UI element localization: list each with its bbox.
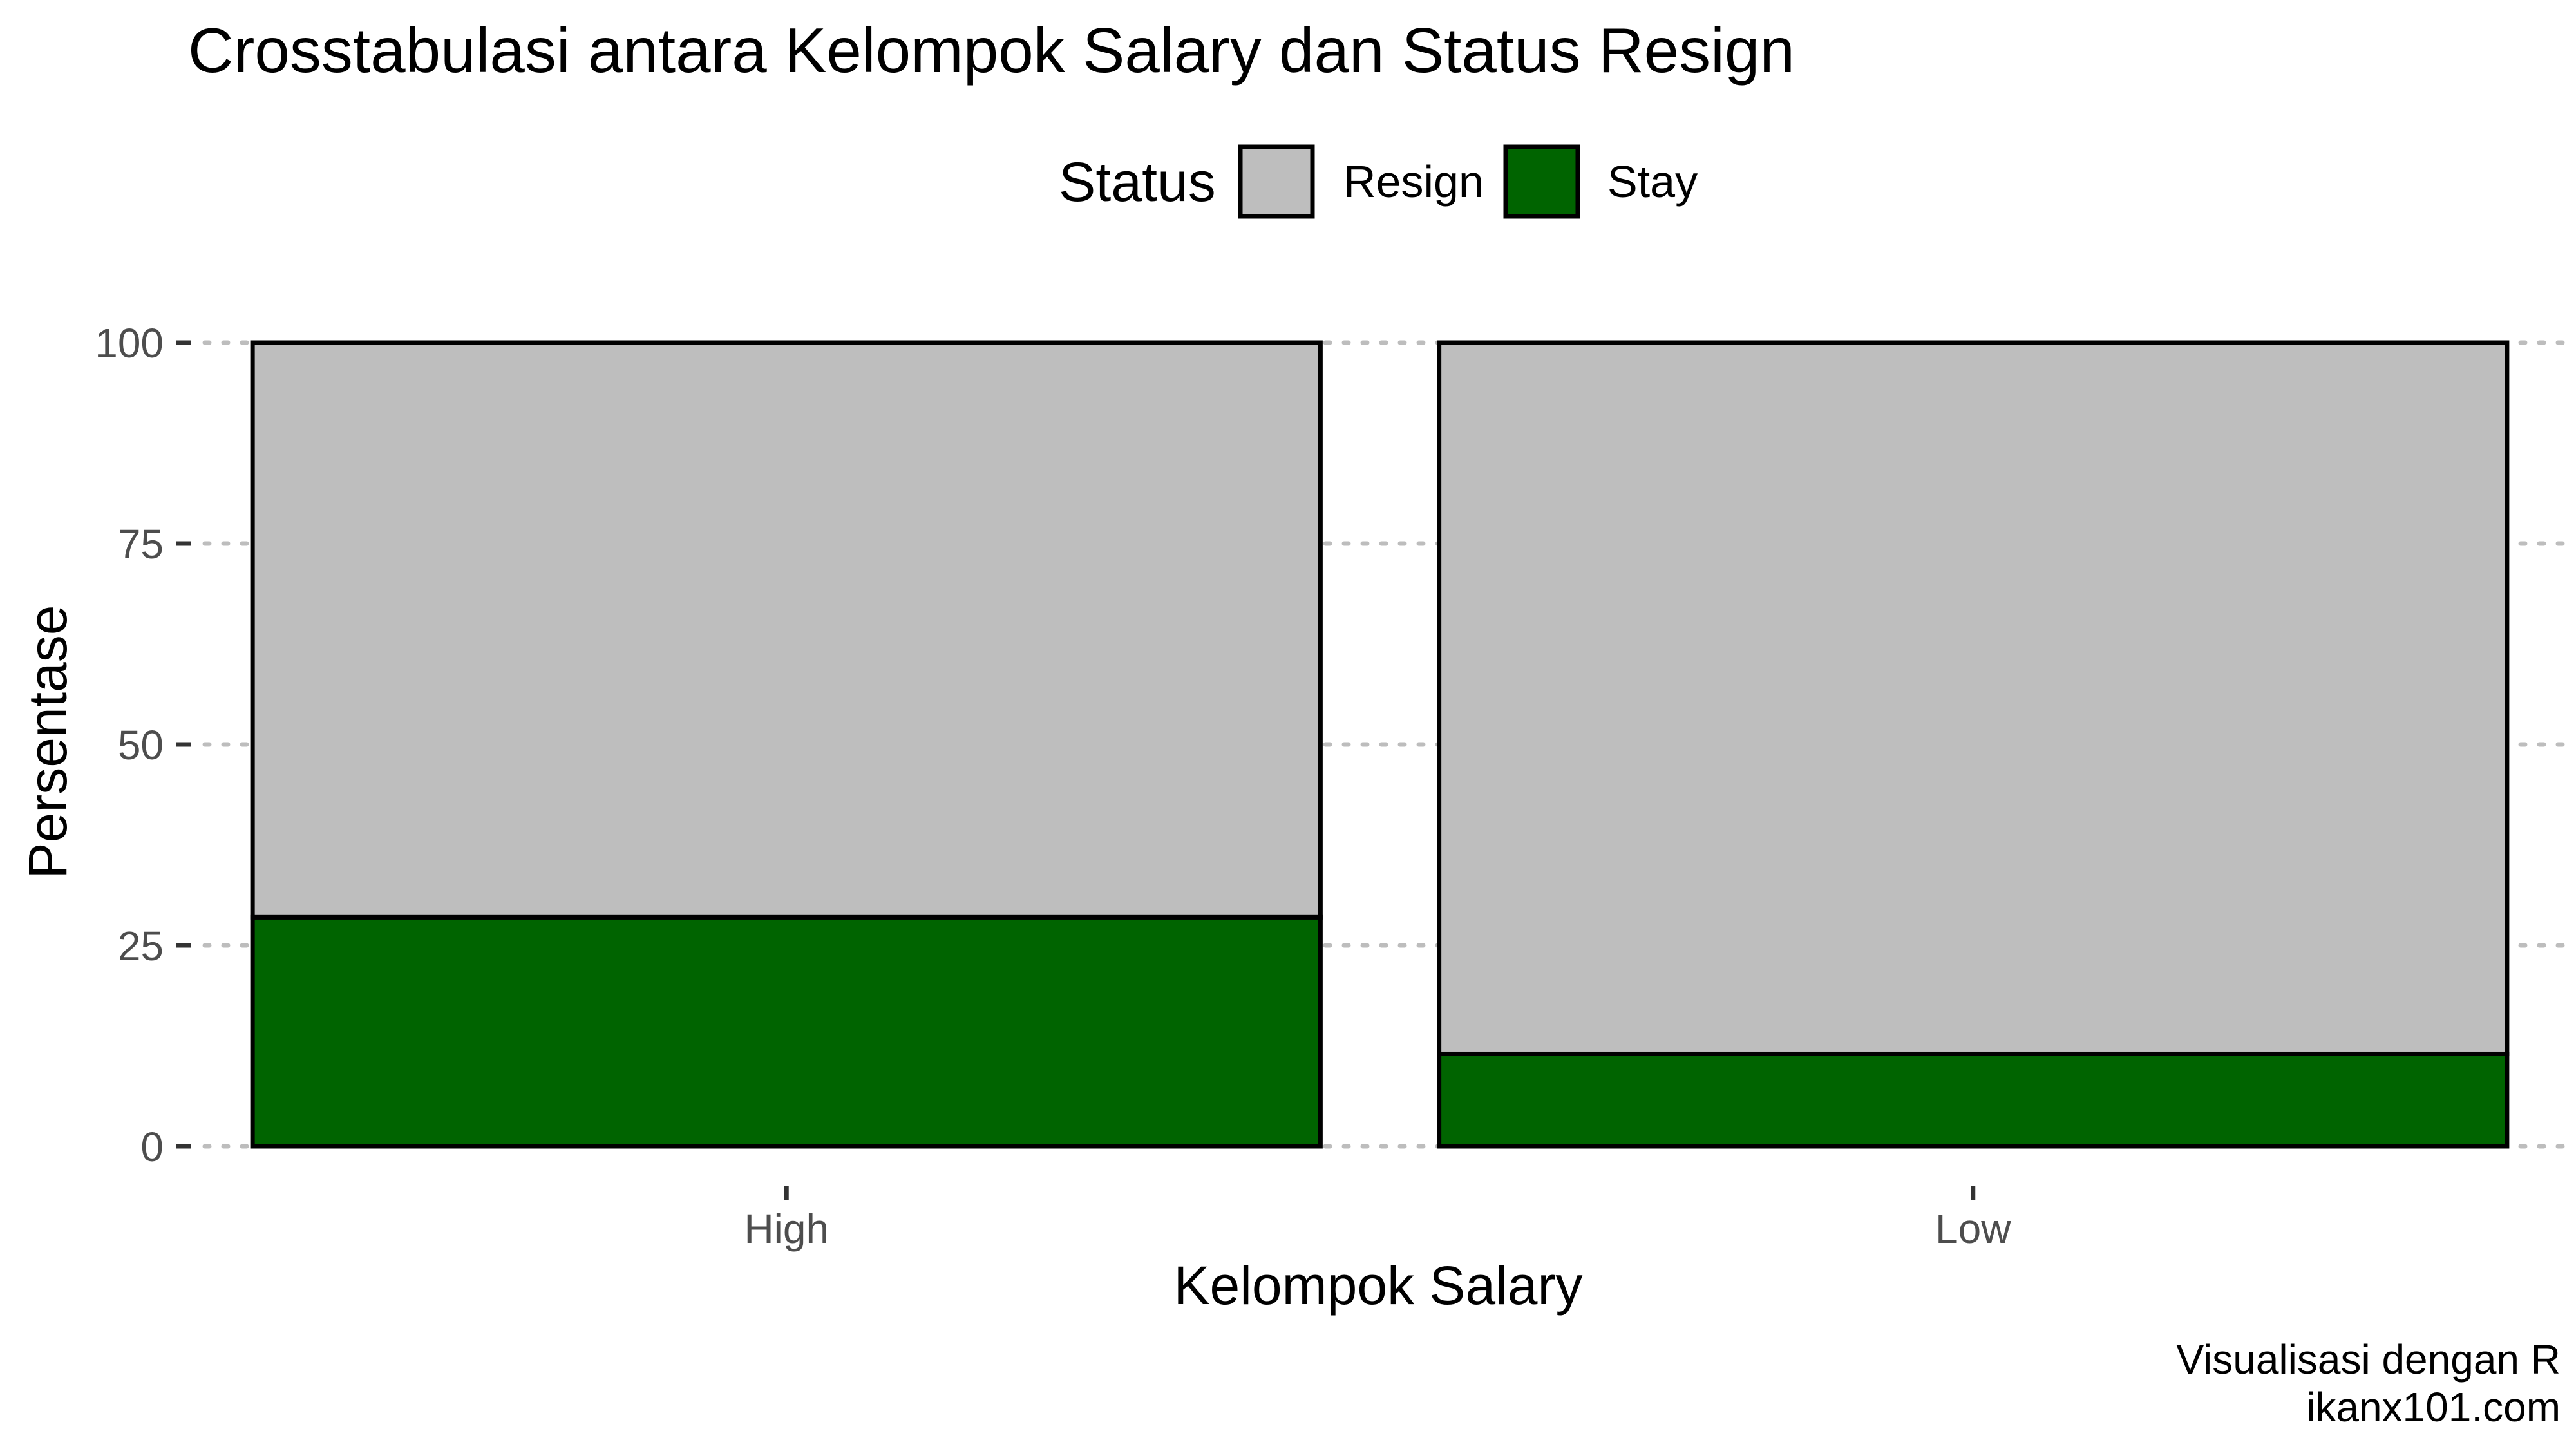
x-axis: High Low	[744, 1186, 2011, 1252]
y-tick-label-0: 0	[140, 1124, 164, 1170]
y-axis: 0 25 50 75 100	[95, 320, 191, 1170]
bar-low-stay	[1437, 1051, 2510, 1149]
y-tick-label-100: 100	[95, 320, 164, 366]
bar-high-stay	[250, 914, 1323, 1149]
chart-title: Crosstabulasi antara Kelompok Salary dan…	[188, 15, 1795, 86]
y-tick-label-50: 50	[118, 722, 164, 768]
bars	[250, 340, 2510, 1149]
y-axis-title: Persentase	[17, 605, 78, 879]
y-tick-label-25: 25	[118, 923, 164, 969]
legend: Status Resign Stay	[1059, 144, 1698, 219]
caption-line-1: Visualisasi dengan R	[2176, 1336, 2561, 1383]
legend-label-resign: Resign	[1343, 156, 1484, 207]
x-tick-label-high: High	[744, 1206, 829, 1252]
bar-high-resign	[250, 340, 1323, 920]
legend-swatch-resign	[1238, 144, 1315, 219]
caption-line-2: ikanx101.com	[2306, 1384, 2561, 1430]
legend-swatch-stay	[1503, 144, 1580, 219]
legend-title: Status	[1059, 151, 1216, 213]
x-axis-title: Kelompok Salary	[1174, 1255, 1583, 1316]
x-tick-label-low: Low	[1935, 1206, 2011, 1252]
y-tick-label-75: 75	[118, 521, 164, 567]
bar-low-resign	[1437, 340, 2510, 1056]
legend-label-stay: Stay	[1607, 156, 1698, 207]
